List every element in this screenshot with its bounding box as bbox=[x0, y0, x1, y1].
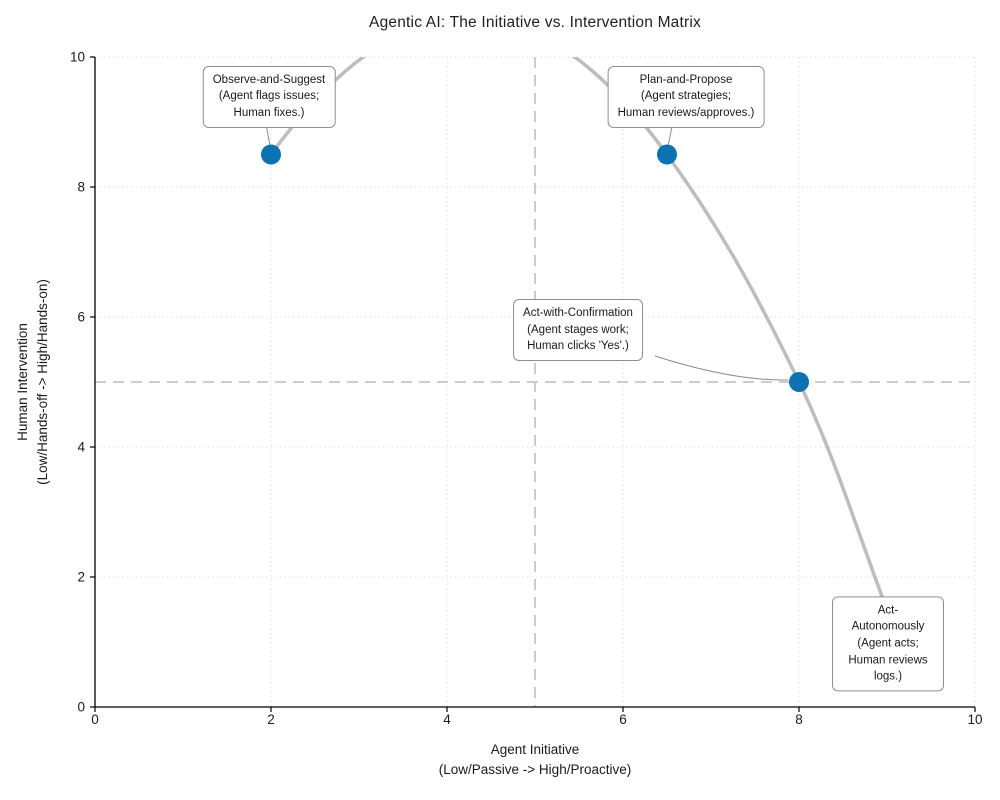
x-tick-label-4: 4 bbox=[443, 712, 451, 727]
y-tick-label-10: 10 bbox=[69, 49, 85, 65]
y-tick-label-0: 0 bbox=[77, 699, 85, 715]
annotation-box-3: Act-Autonomously (Agent acts; Human revi… bbox=[832, 595, 944, 692]
x-tick-label-8: 8 bbox=[795, 712, 803, 727]
annotation-box-1: Plan-and-Propose (Agent strategies; Huma… bbox=[607, 65, 765, 128]
x-tick-label-2: 2 bbox=[267, 712, 275, 727]
data-point-1 bbox=[657, 144, 677, 165]
y-tick-label-8: 8 bbox=[77, 179, 85, 195]
trend-curve bbox=[269, 57, 889, 611]
x-axis-label: Agent Initiative (Low/Passive -> High/Pr… bbox=[438, 742, 632, 778]
annotation-box-0: Observe-and-Suggest (Agent flags issues;… bbox=[202, 65, 336, 128]
data-point-0 bbox=[261, 144, 281, 165]
y-tick-label-4: 4 bbox=[77, 439, 85, 455]
chart-title: Agentic AI: The Initiative vs. Intervent… bbox=[369, 14, 701, 31]
x-tick-label-10: 10 bbox=[967, 712, 983, 727]
data-point-2 bbox=[789, 372, 809, 392]
y-tick-label-6: 6 bbox=[77, 309, 85, 325]
y-tick-label-2: 2 bbox=[77, 569, 85, 585]
annotation-connector-2 bbox=[654, 355, 789, 381]
x-tick-label-0: 0 bbox=[91, 712, 99, 727]
annotation-box-2: Act-with-Confirmation (Agent stages work… bbox=[513, 298, 643, 362]
y-axis-label: Human Intervention (Low/Hands-off -> Hig… bbox=[14, 279, 50, 485]
x-tick-label-6: 6 bbox=[619, 712, 627, 727]
annotation-connector-0 bbox=[265, 123, 271, 147]
